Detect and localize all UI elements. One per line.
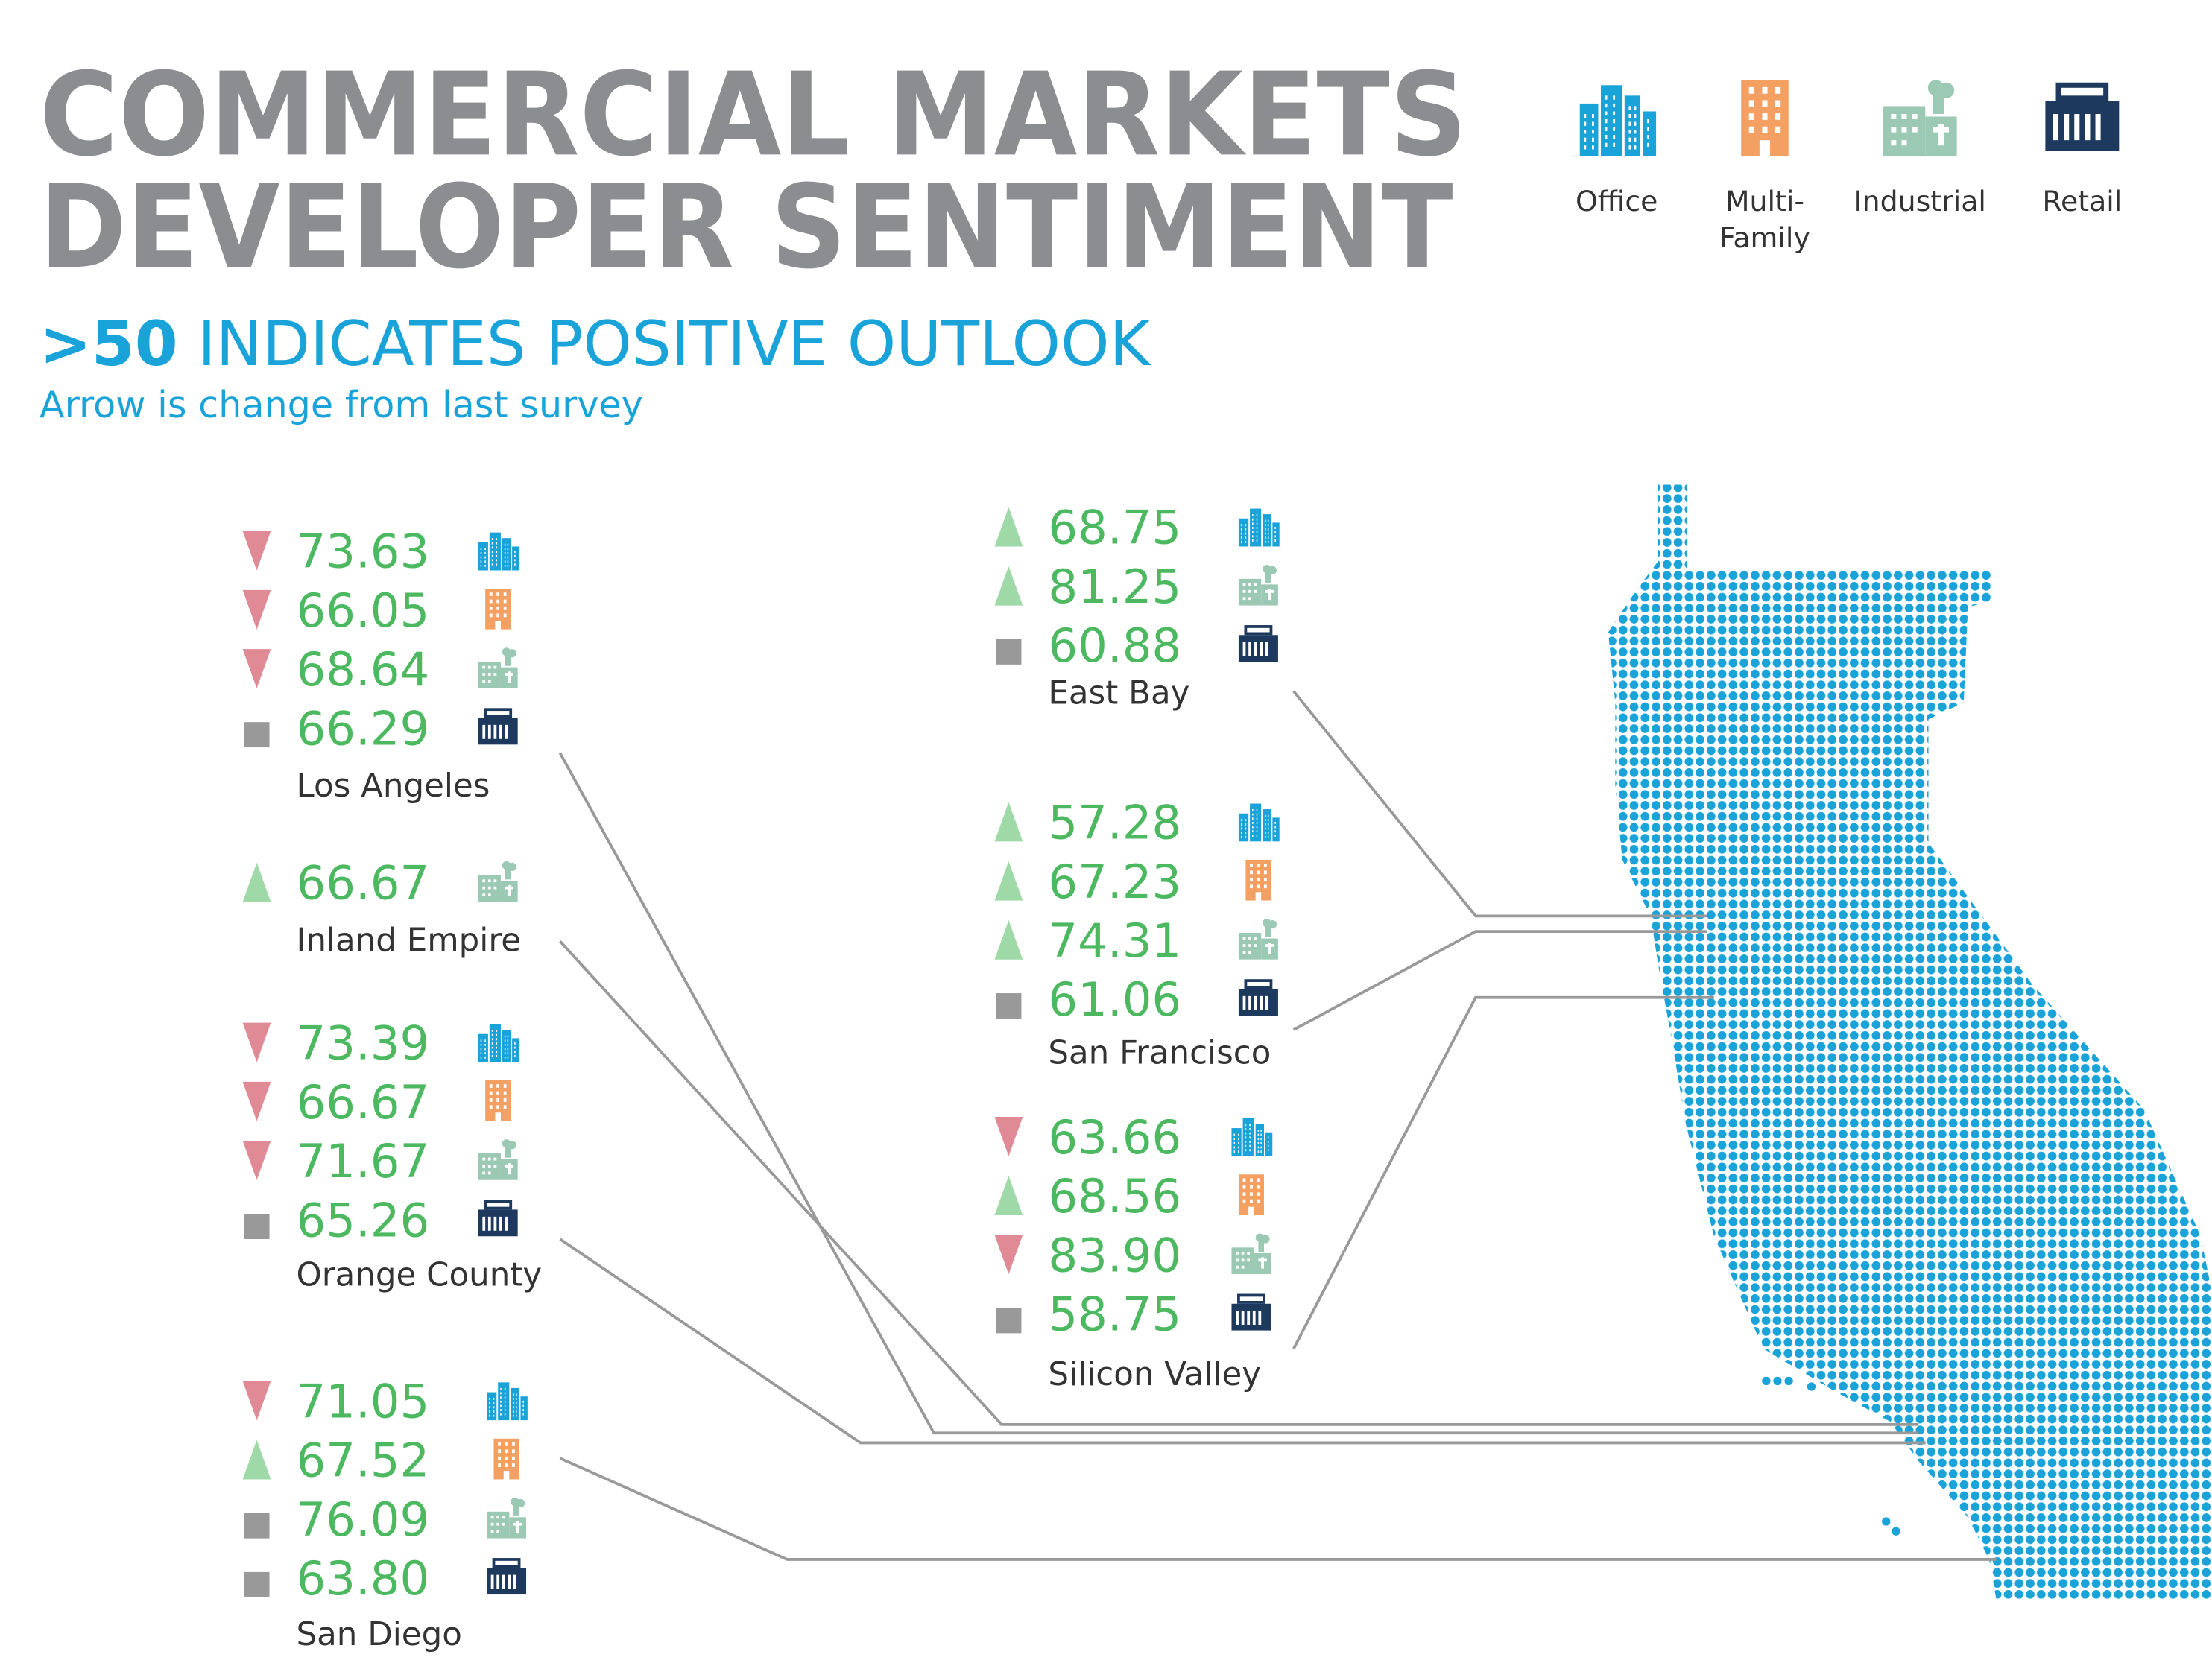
trend-same (996, 993, 1022, 1019)
icon-office (486, 1381, 528, 1421)
trend-up (994, 802, 1023, 842)
icon-multi (1741, 80, 1789, 156)
value: 66.05 (296, 583, 429, 638)
legend-label: Industrial (1854, 185, 1985, 218)
icon-retail (2045, 85, 2119, 151)
icon-industrial (1237, 563, 1280, 606)
trend-up (994, 566, 1023, 606)
value: 66.67 (296, 1075, 429, 1130)
trend-same (996, 639, 1022, 665)
icon-multi (494, 1439, 519, 1480)
region-name: Silicon Valley (1048, 1356, 1261, 1393)
trend-same (244, 722, 270, 748)
icon-industrial (476, 859, 519, 902)
title-line: COMMERCIAL MARKETS (40, 48, 1467, 183)
leader-lines (558, 690, 1997, 1561)
icon-multi (1245, 860, 1271, 901)
legend-label: Family (1719, 221, 1810, 254)
value: 68.56 (1048, 1169, 1181, 1223)
title-line: DEVELOPER SENTIMENT (40, 160, 1453, 295)
icon-office (477, 1023, 519, 1062)
subtitle-text: INDICATES POSITIVE OUTLOOK (197, 308, 1152, 380)
trend-down (242, 1022, 271, 1062)
value: 71.67 (296, 1134, 429, 1188)
channel-islands (1762, 1376, 1900, 1536)
value: 65.26 (296, 1193, 429, 1247)
trend-up (242, 1440, 271, 1480)
icon-office (1238, 802, 1280, 842)
icon-office (1579, 83, 1657, 156)
icon-industrial (1883, 80, 1957, 156)
trend-down (242, 531, 271, 571)
trend-down (242, 1141, 271, 1180)
value: 57.28 (1048, 796, 1181, 850)
icon-retail (476, 1200, 519, 1238)
region-name: East Bay (1048, 675, 1189, 712)
icon-retail (485, 1558, 528, 1596)
icon-office (477, 531, 519, 571)
icon-retail (1230, 1293, 1273, 1332)
trend-up (994, 861, 1023, 901)
legend-label: Retail (2042, 185, 2122, 218)
value: 73.39 (296, 1016, 429, 1071)
trend-same (244, 1571, 270, 1597)
region-name: San Diego (296, 1616, 461, 1653)
note: Arrow is change from last survey (40, 383, 643, 426)
region-name: Los Angeles (296, 767, 490, 805)
value: 60.88 (1048, 618, 1181, 673)
trend-same (244, 1513, 270, 1539)
value: 81.25 (1048, 560, 1181, 614)
trend-up (994, 920, 1023, 960)
icon-multi (485, 589, 511, 630)
trend-down (994, 1235, 1023, 1275)
icon-multi (1239, 1174, 1264, 1215)
icon-industrial (1230, 1232, 1273, 1275)
icon-retail (1237, 625, 1280, 663)
value: 66.29 (296, 701, 429, 756)
legend-label: Office (1576, 185, 1658, 218)
value: 76.09 (296, 1492, 429, 1547)
trend-down (242, 589, 271, 630)
trend-down (994, 1116, 1023, 1156)
trend-down (242, 1081, 271, 1121)
trend-down (242, 649, 271, 688)
icon-industrial (485, 1496, 528, 1539)
icon-office (1230, 1118, 1273, 1156)
icon-industrial (476, 646, 519, 688)
icon-multi (485, 1080, 511, 1121)
legend-label: Multi- (1725, 185, 1804, 218)
region-name: Orange County (296, 1256, 542, 1293)
value: 74.31 (1048, 913, 1181, 968)
icon-industrial (1237, 917, 1280, 960)
value: 63.80 (296, 1551, 429, 1606)
value: 68.75 (1048, 501, 1181, 555)
icon-industrial (476, 1138, 519, 1180)
region-name: San Francisco (1048, 1034, 1271, 1071)
value: 58.75 (1048, 1288, 1181, 1342)
value: 67.23 (1048, 855, 1181, 909)
value: 63.66 (1048, 1110, 1181, 1165)
subtitle-highlight: >50 (40, 308, 178, 380)
icon-office (1238, 507, 1280, 547)
trend-up (994, 1176, 1023, 1215)
trend-up (994, 507, 1023, 547)
value: 67.52 (296, 1434, 429, 1488)
trend-same (996, 1308, 1022, 1334)
value: 61.06 (1048, 972, 1181, 1027)
trend-same (244, 1214, 270, 1240)
value: 71.05 (296, 1375, 429, 1429)
value: 73.63 (296, 525, 429, 579)
value: 66.67 (296, 856, 429, 910)
icon-retail (1237, 979, 1280, 1018)
value: 83.90 (1048, 1229, 1181, 1283)
trend-down (242, 1381, 271, 1421)
trend-up (242, 862, 271, 902)
region-name: Inland Empire (296, 922, 521, 960)
value: 68.64 (296, 642, 429, 697)
icon-retail (476, 708, 519, 747)
subtitle: >50 INDICATES POSITIVE OUTLOOK (40, 308, 1152, 380)
